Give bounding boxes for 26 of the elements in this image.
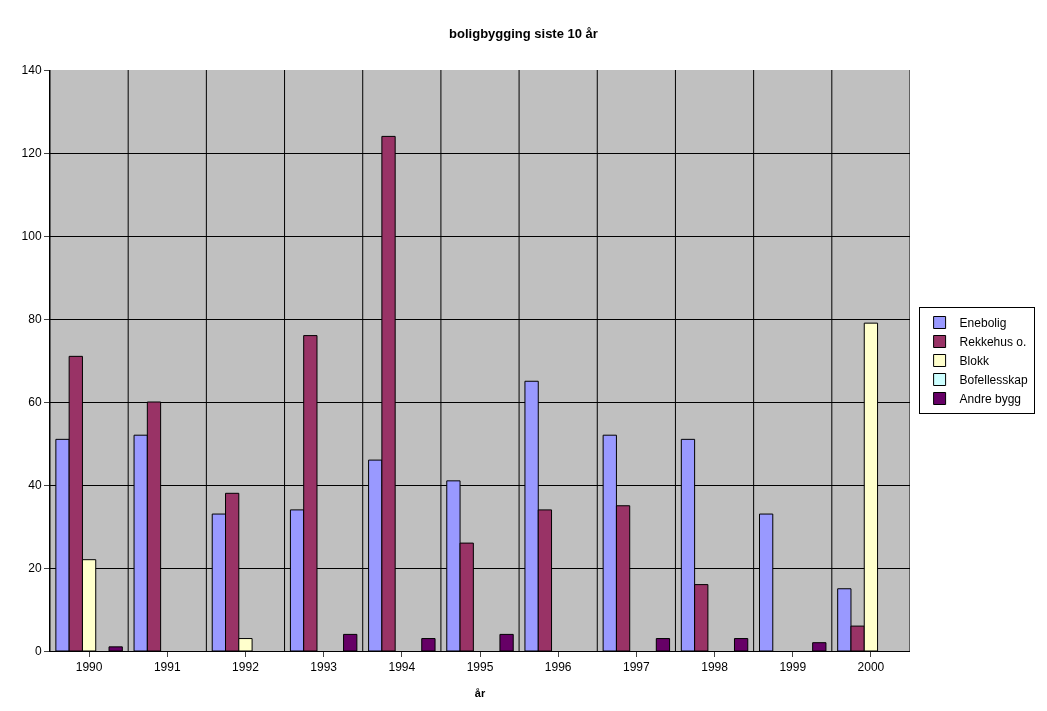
y-tick-label: 20: [28, 561, 42, 576]
x-tick-label: 1999: [779, 660, 807, 675]
y-tick-label: 0: [34, 644, 42, 659]
x-tick-label: 1993: [310, 660, 338, 675]
x-tick-label: 1995: [466, 660, 494, 675]
y-tick-label: 80: [28, 312, 42, 327]
x-tick-label: 1991: [153, 660, 181, 675]
y-tick-label: 140: [21, 63, 42, 78]
legend-label: Enebolig: [959, 316, 1007, 331]
x-tick-label: 1996: [544, 660, 572, 675]
x-tick-label: 1990: [75, 660, 103, 675]
x-tick-label: 1997: [623, 660, 651, 675]
legend-label: Andre bygg: [959, 392, 1021, 407]
y-tick-label: 40: [28, 478, 42, 493]
x-tick-label: 1994: [388, 660, 416, 675]
x-tick-label: 1992: [232, 660, 260, 675]
legend-label: Rekkehus o.: [959, 335, 1027, 350]
chart-title: boligbygging siste 10 år: [449, 25, 598, 41]
x-tick-label: 1998: [701, 660, 729, 675]
y-tick-label: 100: [21, 229, 42, 244]
legend-label: Bofellesskap: [959, 373, 1028, 388]
x-tick-label: 2000: [857, 660, 885, 675]
x-axis-title: år: [474, 686, 486, 699]
y-tick-label: 60: [28, 395, 42, 410]
y-tick-label: 120: [21, 146, 42, 161]
legend-label: Blokk: [959, 354, 990, 369]
